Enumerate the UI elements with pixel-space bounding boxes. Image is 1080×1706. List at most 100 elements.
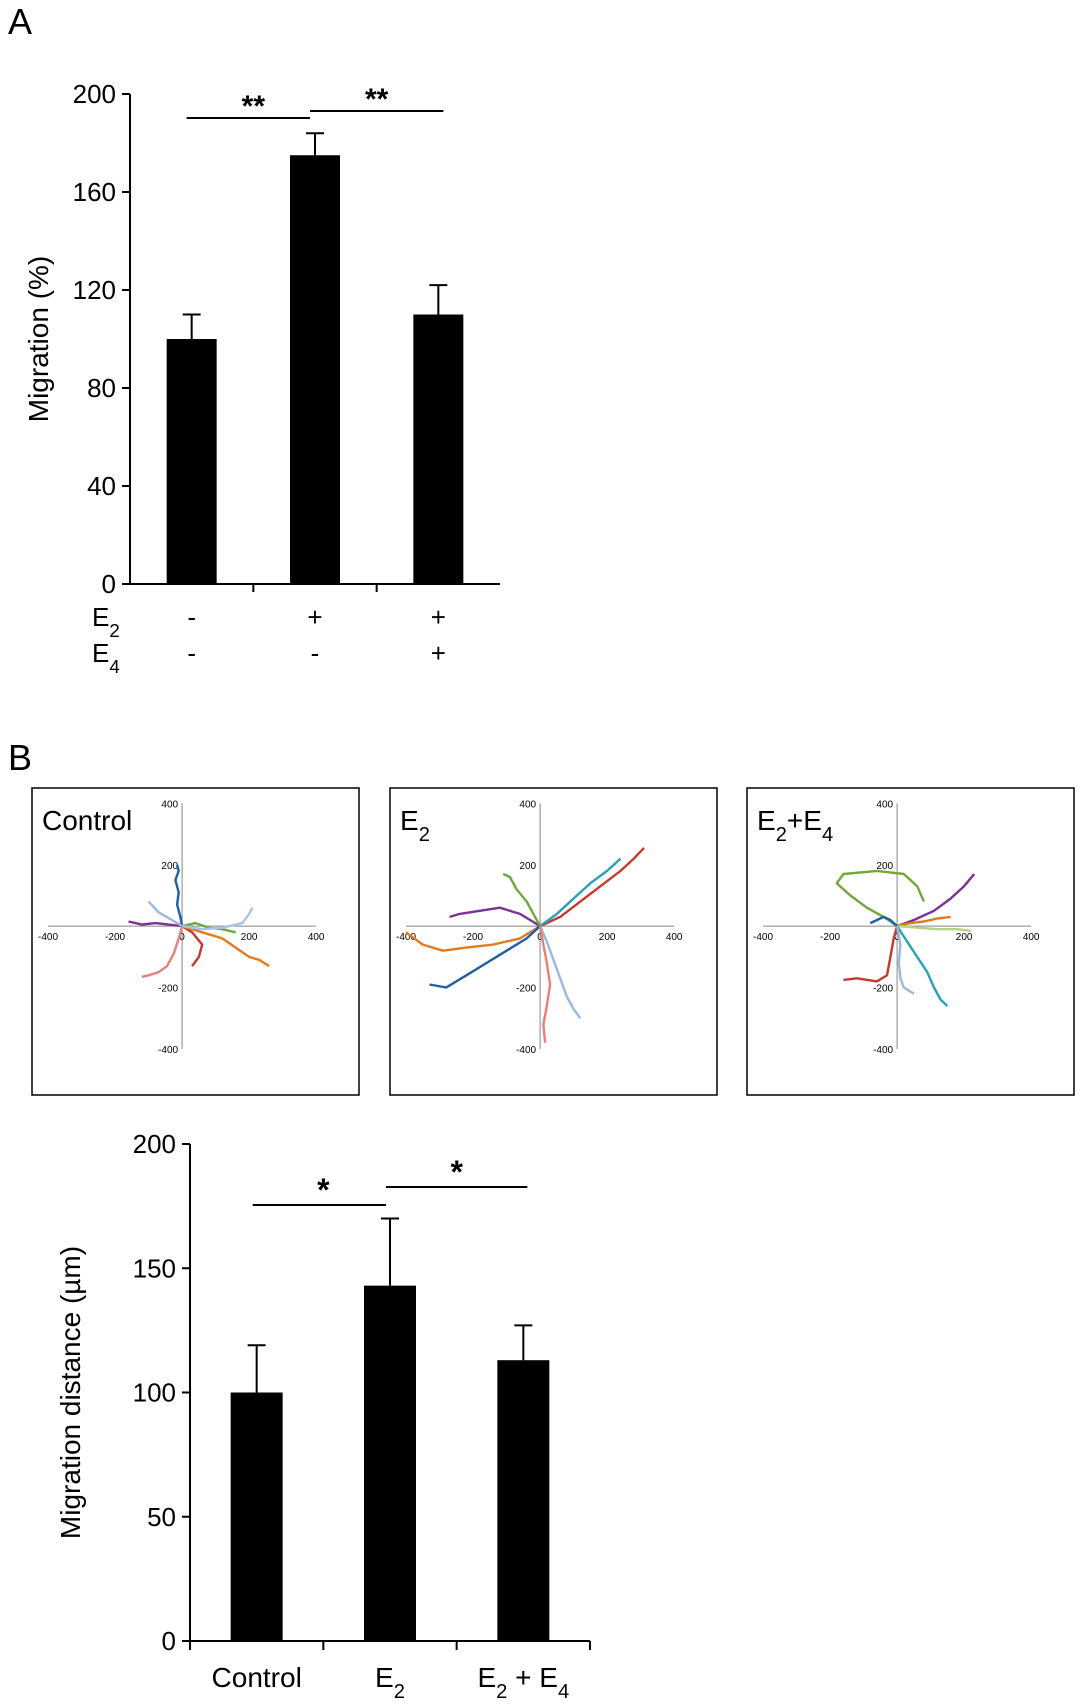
category-main: Control [212,1662,302,1693]
cell-track [539,857,622,928]
y-tick-label: 200 [876,861,893,872]
plot-title-part: +E [787,805,822,836]
x-tick-label: -200 [105,932,125,943]
x-tick-label: 400 [1023,932,1040,943]
cell-track [181,925,204,967]
bar [290,155,340,584]
x-category-label: E2 + E4 [477,1662,569,1703]
y-tick-label: 200 [133,1129,176,1159]
cell-track [502,872,542,927]
cell-track [835,869,926,928]
x-tick-label: -200 [820,932,840,943]
x-tick-label: 0 [179,932,185,943]
x-tick-label: 200 [599,932,616,943]
cell-track [895,925,915,995]
category-part: 2 [496,1681,507,1703]
plot-frame [389,787,718,1096]
condition-label-main: E [92,602,109,632]
cell-track [128,920,183,928]
condition-row-label: E4 [92,638,120,677]
trajectory-plot-2: -400 -400 -200 -200 0 200 200 400 400 E2+E4 [746,787,1075,1096]
x-tick-label: 0 [894,932,900,943]
plot-title-main: E [400,805,419,836]
y-tick-label: 100 [133,1378,176,1408]
condition-mark: + [307,602,322,632]
category-part: 4 [558,1681,569,1703]
bar [497,1360,550,1641]
cell-track [896,915,951,928]
y-tick-label: 0 [102,569,116,599]
y-tick-label: 50 [147,1502,176,1532]
category-main: E [477,1662,496,1693]
condition-mark: + [431,638,446,668]
chart-b-migration-distance: 0 50 100 150 200 Migration distance (µm) Contr… [55,1129,591,1703]
x-tick-label: 200 [956,932,973,943]
x-tick-label: 400 [308,932,325,943]
cell-track [181,907,254,931]
significance-label: * [317,1172,330,1208]
cell-track [539,847,645,928]
x-category-label: Control [212,1662,302,1693]
condition-mark: - [311,638,320,668]
bar [230,1392,283,1641]
cell-track [896,873,976,928]
plot-title-main: E [757,805,776,836]
bar [413,314,464,584]
plot-title-part: 2 [419,824,430,846]
cell-track [843,925,899,983]
y-tick-label: -400 [516,1045,536,1056]
trajectory-plot-0: -400 -400 -200 -200 0 200 200 400 400 Control [31,787,360,1096]
significance-label: ** [242,90,266,123]
cell-track [449,906,541,928]
y-tick-label: 400 [519,799,536,810]
significance-label: ** [365,83,389,116]
plot-frame [31,787,360,1096]
condition-label-sub: 2 [109,620,119,641]
x-tick-label: -400 [396,932,416,943]
cell-track [869,915,898,927]
x-tick-label: -400 [753,932,773,943]
x-tick-label: -200 [463,932,483,943]
y-axis-label: Migration distance (µm) [55,1246,86,1539]
category-main: E [375,1662,394,1693]
y-tick-label: -400 [873,1045,893,1056]
cell-track [897,924,971,932]
bar [166,339,217,584]
y-tick-label: -200 [516,984,536,995]
trajectory-plot-1: -400 -400 -200 -200 0 200 200 400 400 E2 [389,787,718,1096]
y-tick-label: 200 [519,861,536,872]
condition-row-label: E2 [92,602,120,641]
plot-title-main: Control [42,805,132,836]
x-tick-label: -400 [38,932,58,943]
category-part: 2 [394,1681,405,1703]
plot-title: E2+E4 [757,805,833,846]
condition-mark: + [431,602,446,632]
plot-title: Control [42,805,132,836]
x-tick-label: 200 [241,932,258,943]
cell-track [405,925,541,952]
significance-label: * [450,1154,463,1190]
condition-mark: - [187,602,196,632]
cell-track [538,925,552,1043]
y-tick-label: -400 [158,1045,178,1056]
y-tick-label: 150 [133,1253,176,1283]
plot-title: E2 [400,805,430,846]
y-tick-label: 400 [876,799,893,810]
y-tick-label: 0 [162,1626,176,1656]
plot-title-part: 4 [822,824,833,846]
y-tick-label: 160 [73,177,116,207]
cell-track [147,900,183,928]
bar [364,1285,416,1641]
cell-track [429,925,541,989]
condition-label-main: E [92,638,109,668]
category-part: + E [507,1662,558,1693]
y-tick-label: 400 [161,799,178,810]
cell-track [181,924,270,968]
y-tick-label: 200 [73,79,116,109]
y-tick-label: 40 [87,471,116,501]
panel-label-a: A [8,1,32,42]
x-tick-label: 400 [666,932,683,943]
plot-title-part: 2 [776,824,787,846]
cell-track [174,864,184,927]
